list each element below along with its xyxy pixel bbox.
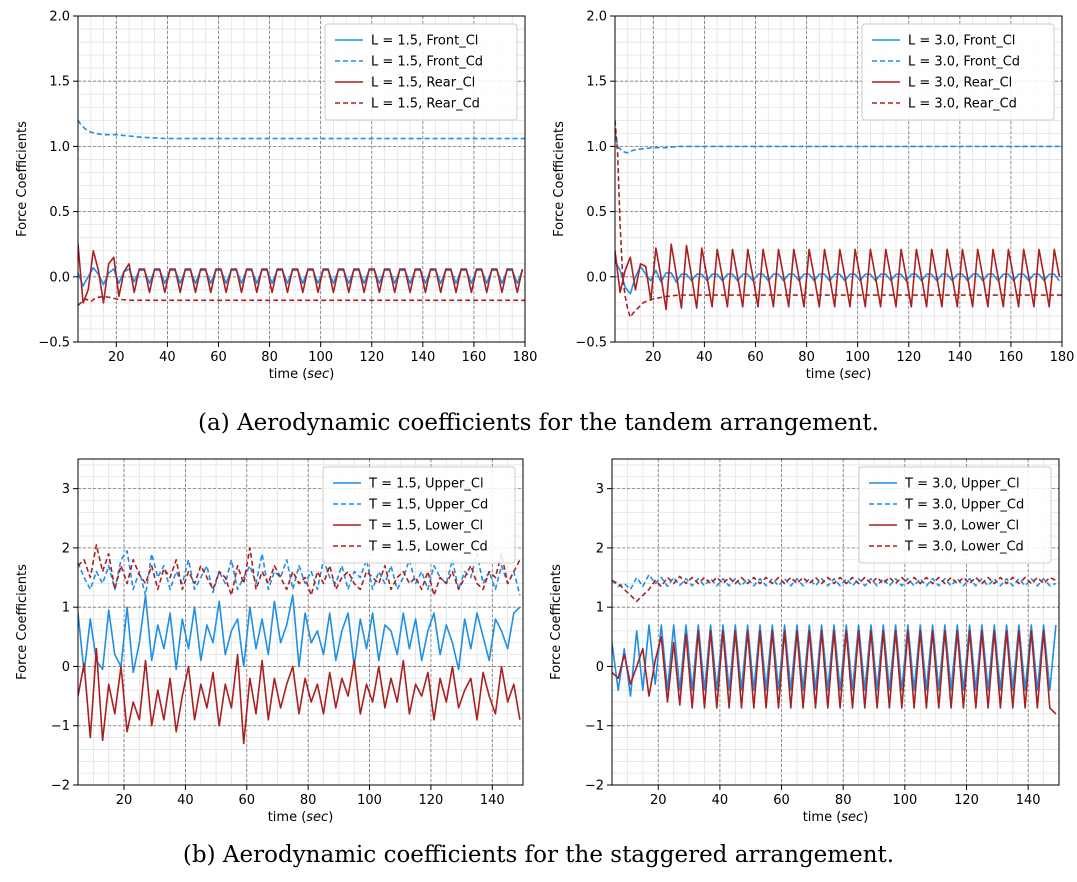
y-tick-label: 0.5 — [586, 205, 607, 220]
x-axis-label: time (sec) — [806, 367, 872, 382]
y-tick-label: 2 — [596, 541, 604, 556]
y-axis-label: Force Coefficients — [549, 564, 564, 680]
x-tick-label: 20 — [116, 793, 133, 808]
x-tick-label: 60 — [210, 350, 227, 365]
x-tick-label: 20 — [645, 350, 662, 365]
x-tick-label: 20 — [108, 350, 125, 365]
x-tick-label: 120 — [419, 793, 444, 808]
chart-panel-2: 20 40 60 80 100 120 140 160 180 −0.5 0.0 0.5 1.0 1.5 2… — [552, 10, 1074, 383]
y-tick-label: 1 — [596, 601, 604, 616]
caption-tandem: (a) Aerodynamic coefficients for the tan… — [0, 410, 1077, 436]
legend-label: L = 3.0, Rear_Cd — [908, 97, 1017, 112]
x-tick-label: 80 — [798, 350, 815, 365]
x-tick-label: 60 — [773, 793, 790, 808]
caption-staggered: (b) Aerodynamic coefficients for the sta… — [0, 842, 1077, 868]
x-tick-label: 120 — [954, 793, 979, 808]
y-tick-label: 1.5 — [49, 75, 70, 90]
x-tick-label: 160 — [999, 350, 1024, 365]
y-tick-label: −2 — [51, 779, 70, 794]
x-tick-label: 140 — [480, 793, 505, 808]
y-tick-label: 0 — [596, 660, 604, 675]
x-tick-label: 80 — [300, 793, 317, 808]
x-tick-label: 20 — [650, 793, 667, 808]
x-tick-label: 100 — [845, 350, 870, 365]
legend-label: T = 1.5, Lower_Cl — [368, 519, 483, 534]
legend-label: T = 1.5, Upper_Cl — [368, 477, 484, 492]
y-axis-label: Force Coefficients — [15, 564, 30, 680]
legend: T = 1.5, Upper_Cl T = 1.5, Upper_Cd T = 1.… — [323, 467, 515, 563]
x-tick-label: 60 — [239, 793, 256, 808]
y-tick-label: 2 — [62, 541, 70, 556]
legend-label: T = 3.0, Lower_Cl — [904, 519, 1019, 534]
legend-label: L = 1.5, Front_Cd — [371, 55, 483, 70]
y-tick-label: 3 — [596, 482, 604, 497]
series-line-3 — [78, 244, 522, 303]
y-tick-label: 0.0 — [49, 270, 70, 285]
x-tick-label: 180 — [513, 350, 538, 365]
series-line-4 — [612, 576, 1056, 601]
y-tick-label: 0.0 — [586, 270, 607, 285]
x-tick-label: 40 — [712, 793, 729, 808]
chart-panel-1: 20 40 60 80 100 120 140 160 180 −0.5 0.0 0.5 1.0 1.5 2… — [15, 10, 537, 383]
legend-label: T = 1.5, Lower_Cd — [368, 540, 488, 555]
x-tick-label: 120 — [359, 350, 384, 365]
y-axis-label: Force Coefficients — [15, 121, 30, 237]
x-tick-label: 40 — [177, 793, 194, 808]
legend-label: L = 1.5, Front_Cl — [371, 34, 478, 49]
x-tick-label: 100 — [308, 350, 333, 365]
y-tick-label: 0 — [62, 660, 70, 675]
x-axis-label: time (sec) — [803, 810, 869, 825]
x-tick-label: 140 — [947, 350, 972, 365]
x-tick-label: 80 — [261, 350, 278, 365]
x-tick-label: 100 — [892, 793, 917, 808]
y-tick-label: 1.0 — [49, 140, 70, 155]
y-tick-label: 1 — [62, 601, 70, 616]
series-line-4 — [78, 296, 525, 305]
legend-label: L = 3.0, Front_Cd — [908, 55, 1020, 70]
y-tick-label: 2.0 — [586, 10, 607, 25]
chart-panel-4: 20 40 60 80 100 120 140 −2 −1 0 1 2 3 time (sec) Force… — [549, 459, 1059, 825]
y-tick-label: −2 — [585, 779, 604, 794]
x-axis-label: time (sec) — [269, 367, 335, 382]
chart-panel-3: 20 40 60 80 100 120 140 −2 −1 0 1 2 3 time (sec) Force… — [15, 459, 523, 825]
x-tick-label: 60 — [747, 350, 764, 365]
x-tick-label: 40 — [696, 350, 713, 365]
x-axis-label: time (sec) — [268, 810, 334, 825]
series-line-4 — [615, 120, 1062, 317]
x-tick-label: 120 — [896, 350, 921, 365]
legend-label: T = 3.0, Lower_Cd — [904, 540, 1024, 555]
legend: T = 3.0, Upper_Cl T = 3.0, Upper_Cd T = 3.… — [859, 467, 1051, 563]
x-tick-label: 40 — [159, 350, 176, 365]
legend-label: T = 3.0, Upper_Cd — [904, 498, 1024, 513]
legend-label: T = 3.0, Upper_Cl — [904, 477, 1020, 492]
y-tick-label: 1.0 — [586, 140, 607, 155]
legend: L = 3.0, Front_Cl L = 3.0, Front_Cd L = 3.… — [862, 24, 1054, 120]
x-tick-label: 140 — [410, 350, 435, 365]
y-tick-label: 3 — [62, 482, 70, 497]
legend-label: L = 1.5, Rear_Cl — [371, 76, 475, 91]
series-line-2 — [615, 131, 1062, 153]
series-line-2 — [78, 120, 525, 138]
legend-label: L = 1.5, Rear_Cd — [371, 97, 480, 112]
y-tick-label: −1 — [585, 719, 604, 734]
y-tick-label: 1.5 — [586, 75, 607, 90]
y-tick-label: 0.5 — [49, 205, 70, 220]
x-tick-label: 100 — [357, 793, 382, 808]
x-tick-label: 160 — [462, 350, 487, 365]
y-axis-label: Force Coefficients — [552, 121, 567, 237]
legend-label: T = 1.5, Upper_Cd — [368, 498, 488, 513]
y-tick-label: 2.0 — [49, 10, 70, 25]
legend-label: L = 3.0, Rear_Cl — [908, 76, 1012, 91]
legend-label: L = 3.0, Front_Cl — [908, 34, 1015, 49]
y-tick-label: −0.5 — [38, 336, 70, 351]
x-tick-label: 140 — [1016, 793, 1041, 808]
x-tick-label: 80 — [835, 793, 852, 808]
x-tick-label: 180 — [1050, 350, 1075, 365]
y-tick-label: −1 — [51, 719, 70, 734]
y-tick-label: −0.5 — [575, 336, 607, 351]
legend: L = 1.5, Front_Cl L = 1.5, Front_Cd L = 1.… — [325, 24, 517, 120]
